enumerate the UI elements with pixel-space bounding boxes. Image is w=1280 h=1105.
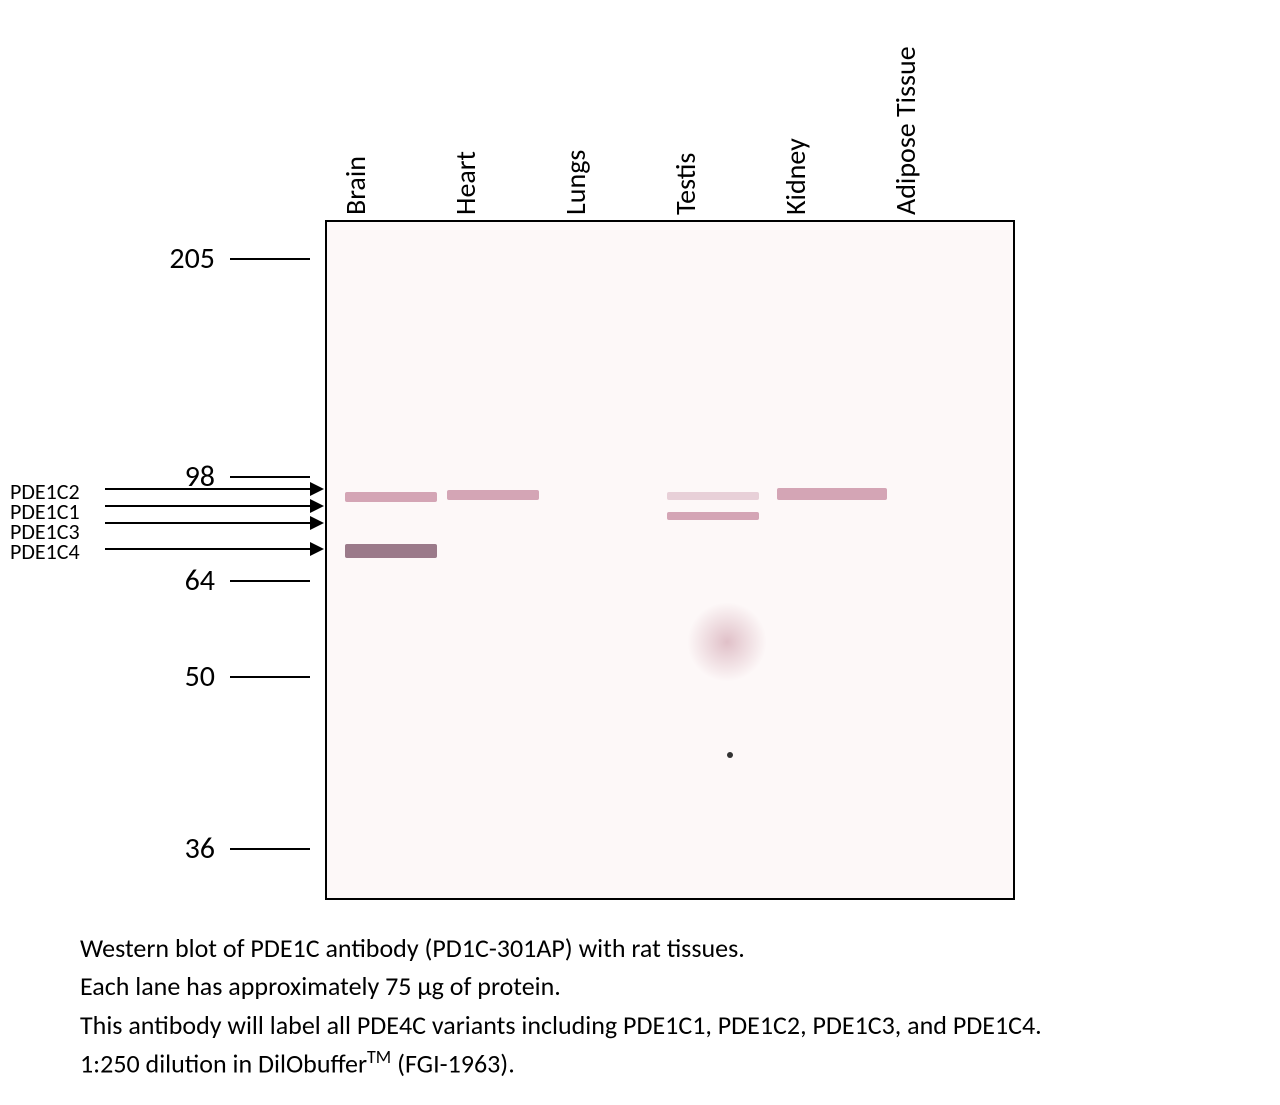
arrow-head-icon xyxy=(310,542,324,556)
band-kidney xyxy=(777,488,887,500)
artifact-dot xyxy=(727,752,733,758)
lane-label-heart: Heart xyxy=(448,151,483,215)
lane-label-testis: Testis xyxy=(668,153,703,215)
mw-tick-icon xyxy=(230,848,310,850)
caption-line-1: Western blot of PDE1C antibody (PD1C-301… xyxy=(80,930,1042,966)
mw-marker-50: 50 xyxy=(80,658,325,695)
caption-line-2: Each lane has approximately 75 µg of pro… xyxy=(80,968,1042,1004)
arrow-head-icon xyxy=(310,482,324,496)
mw-tick-icon xyxy=(230,258,310,260)
caption-tm: TM xyxy=(367,1046,391,1068)
band-heart xyxy=(447,490,539,500)
mw-tick-icon xyxy=(230,580,310,582)
mw-marker-64: 64 xyxy=(80,562,325,599)
band-testis-lower xyxy=(667,512,759,520)
caption-dilution-suffix: (FGI-1963). xyxy=(391,1048,515,1080)
arrow-head-icon xyxy=(310,516,324,530)
arrow-line-icon xyxy=(105,505,310,507)
arrow-line-icon xyxy=(105,522,310,524)
mw-value-64: 64 xyxy=(80,562,230,599)
mw-value-50: 50 xyxy=(80,658,230,695)
arrow-line-icon xyxy=(105,548,310,550)
figure-caption: Western blot of PDE1C antibody (PD1C-301… xyxy=(80,930,1042,1084)
isoform-name-pde1c4: PDE1C4 xyxy=(10,538,105,565)
mw-marker-36: 36 xyxy=(80,830,325,867)
smear-testis xyxy=(687,602,767,682)
mw-value-205: 205 xyxy=(80,240,230,277)
mw-value-36: 36 xyxy=(80,830,230,867)
lane-label-lungs: Lungs xyxy=(558,150,593,215)
arrow-line-icon xyxy=(105,488,310,490)
mw-tick-icon xyxy=(230,676,310,678)
band-brain-upper xyxy=(345,492,437,502)
isoform-pde1c4: PDE1C4 xyxy=(10,538,325,565)
caption-line-3: This antibody will label all PDE4C varia… xyxy=(80,1007,1042,1043)
lane-label-brain: Brain xyxy=(338,156,373,215)
caption-line-4: 1:250 dilution in DilObufferTM (FGI-1963… xyxy=(80,1045,1042,1082)
arrow-head-icon xyxy=(310,499,324,513)
mw-marker-205: 205 xyxy=(80,240,325,277)
caption-dilution-prefix: 1:250 dilution in DilObuffer xyxy=(80,1048,367,1080)
band-testis-upper xyxy=(667,492,759,500)
lane-label-kidney: Kidney xyxy=(778,138,813,215)
blot-membrane xyxy=(325,220,1015,900)
lane-label-adipose: Adipose Tissue xyxy=(888,46,923,215)
band-brain-lower xyxy=(345,544,437,558)
